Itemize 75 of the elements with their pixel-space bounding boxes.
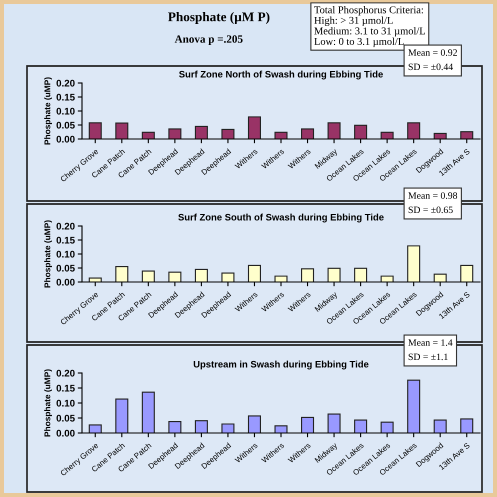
y-axis-title: Phosphate (uMP) [44,77,52,144]
bar [407,245,420,282]
y-tick-label: 0.20 [56,370,75,377]
bar [168,128,182,139]
chart-title: Upstream in Swash during Ebbing Tide [194,360,368,370]
chart-title: Surf Zone North of Swash during Ebbing Tide [179,70,383,80]
text: Mean = 0.98 [408,192,458,199]
bar [274,132,288,139]
bar [194,268,208,282]
bar [142,132,155,139]
bar [460,418,474,433]
bar [460,264,474,282]
y-tick-label: 0.10 [56,400,75,407]
bar [115,266,128,282]
bar [115,122,128,139]
bar [142,392,155,433]
bar [248,415,261,433]
bar [221,272,234,282]
bar [301,268,314,282]
y-tick-label: 0.10 [56,108,75,115]
bar [194,420,208,433]
bar [248,116,261,139]
chart-title: Surf Zone South of Swash during Ebbing Tide [178,214,384,222]
y-tick-label: 0.15 [56,236,75,244]
bar [380,422,394,433]
bar [407,380,420,433]
bar [354,268,368,282]
y-tick-label: 0.20 [56,222,75,230]
bar [460,131,474,139]
text: Anova p =.205 [174,35,243,46]
text: Mean = 1.4 [408,339,452,346]
text: SD = ±0.65 [408,206,453,214]
text: Phosphate (µM P) [168,12,270,24]
bar [248,264,261,282]
text: SD = ±1.1 [408,354,448,360]
bar [354,420,368,433]
bar [88,424,102,433]
bar [115,398,128,433]
bar [88,278,102,282]
bar [194,126,208,139]
y-tick-label: 0.20 [56,80,75,87]
bar [407,122,420,139]
bar [142,270,155,282]
text: Mean = 0.92 [408,49,457,56]
bar [168,272,182,282]
y-axis-title: Phosphate (uMP) [44,220,52,288]
bar [301,416,314,433]
bar [354,124,368,139]
y-tick-label: 0.10 [56,250,75,258]
text: SD = ±0.44 [408,64,453,70]
bar [380,276,394,282]
y-tick-label: 0.15 [56,384,75,392]
bar [221,423,234,433]
bar [274,276,288,282]
bar [434,420,447,433]
y-tick-label: 0.00 [56,430,75,437]
y-tick-label: 0.05 [56,122,75,129]
y-axis-title: Phosphate (uMP) [44,369,52,436]
bar [221,128,234,139]
bar [328,414,341,433]
text: Total Phosphorus Criteria: High: > 31 µmol/L Medium: 3.1 to 31 µmol/L Low: 0 to 3.1 µmol/L [314,6,425,48]
y-tick-label: 0.00 [56,278,75,286]
bar [434,274,447,282]
bar [328,122,341,139]
bar [274,425,288,433]
bar [328,268,341,282]
bar [434,132,447,139]
y-tick-label: 0.05 [56,264,75,272]
bar [88,122,102,139]
bar [301,128,314,139]
bar [168,421,182,433]
y-tick-label: 0.15 [56,94,75,101]
y-tick-label: 0.00 [56,136,75,143]
bar [380,132,394,139]
y-tick-label: 0.05 [56,414,75,422]
